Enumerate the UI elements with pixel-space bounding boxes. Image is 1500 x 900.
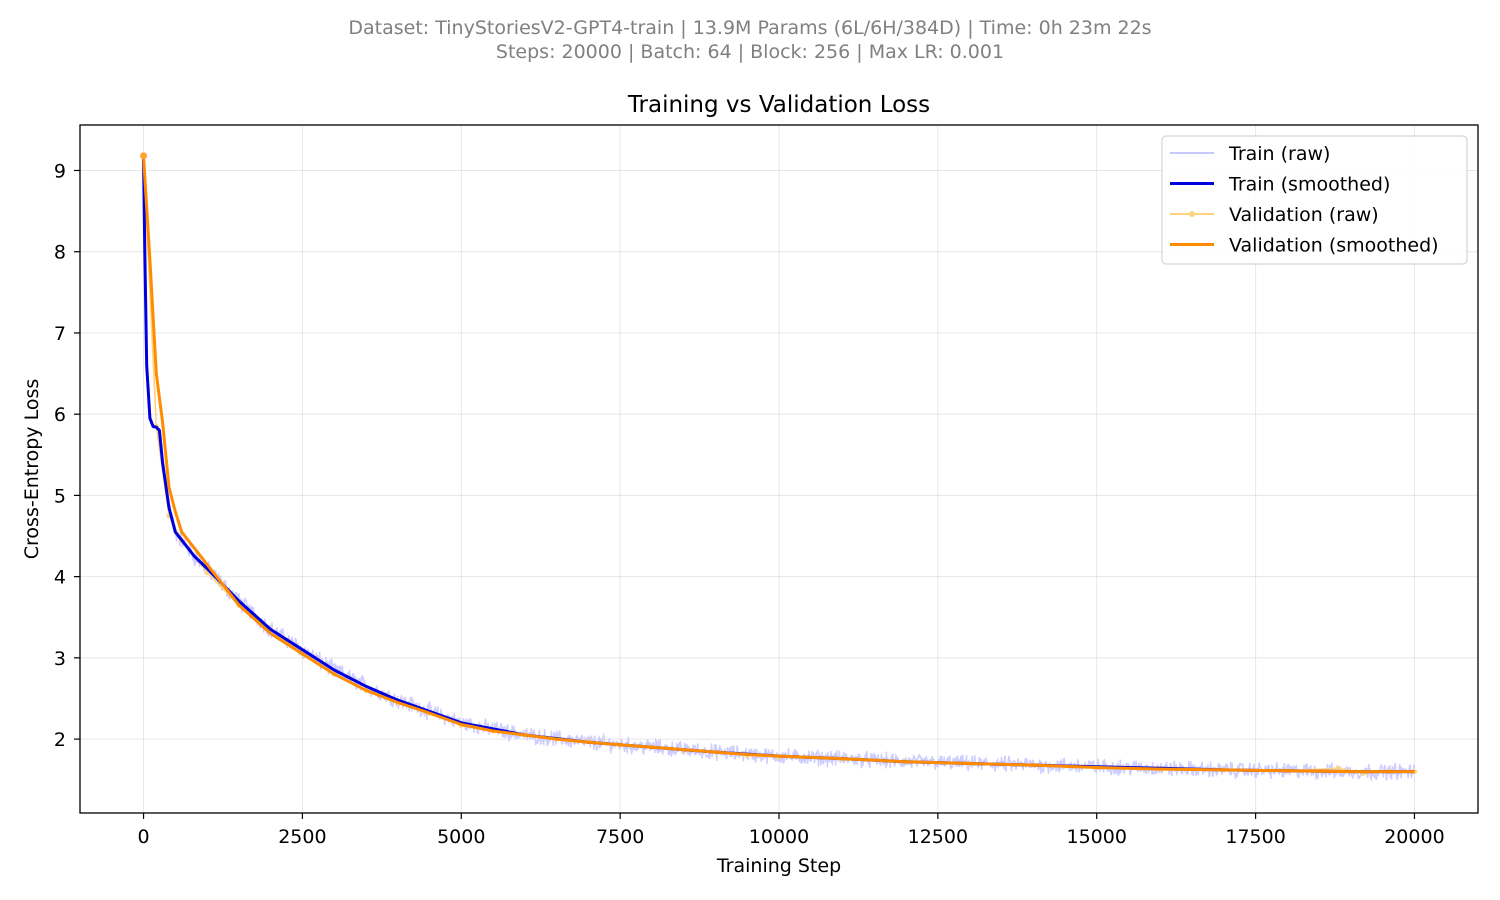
validation-smoothed-line xyxy=(142,155,1415,774)
x-tick-label: 2500 xyxy=(278,826,326,848)
x-tick-label: 5000 xyxy=(437,826,485,848)
y-tick-label: 5 xyxy=(54,485,66,507)
x-axis-ticks: 0 2500 5000 7500 10000 12500 15000 17500 20000 xyxy=(137,813,1445,848)
figure-suptitle-line-1: Dataset: TinyStoriesV2-GPT4-train | 13.9… xyxy=(348,17,1152,39)
figure-suptitle-line-2: Steps: 20000 | Batch: 64 | Block: 256 | … xyxy=(495,41,1005,63)
y-tick-label: 9 xyxy=(54,160,66,182)
y-tick-label: 7 xyxy=(54,323,66,345)
legend-box xyxy=(1161,135,1468,265)
x-tick-label: 20000 xyxy=(1384,826,1444,848)
x-tick-label: 15000 xyxy=(1067,826,1127,848)
x-tick-label: 7500 xyxy=(596,826,644,848)
y-tick-label: 4 xyxy=(54,567,66,589)
legend-label: Validation (smoothed) xyxy=(1229,235,1439,257)
x-tick-label: 10000 xyxy=(749,826,809,848)
legend-label: Train (raw) xyxy=(1228,143,1330,165)
legend-label: Validation (raw) xyxy=(1229,204,1379,226)
y-tick-label: 3 xyxy=(54,648,66,670)
validation-raw-point xyxy=(1335,765,1341,771)
y-tick-label: 2 xyxy=(54,729,66,751)
x-tick-label: 17500 xyxy=(1225,826,1285,848)
x-tick-label: 12500 xyxy=(908,826,968,848)
plot-lines xyxy=(140,152,1418,782)
legend-marker xyxy=(1189,211,1195,217)
y-axis-ticks: 2 3 4 5 6 7 8 9 xyxy=(54,160,80,751)
legend-label: Train (smoothed) xyxy=(1228,174,1390,196)
validation-start-point xyxy=(140,152,148,160)
y-tick-label: 6 xyxy=(54,404,66,426)
y-axis-label: Cross-Entropy Loss xyxy=(21,379,43,559)
y-tick-label: 8 xyxy=(54,242,66,264)
x-tick-label: 0 xyxy=(137,826,149,848)
legend: Train (raw) Train (smoothed) Validation (r… xyxy=(1161,135,1468,265)
x-axis-label: Training Step xyxy=(716,855,841,877)
chart-title: Training vs Validation Loss xyxy=(627,92,930,118)
